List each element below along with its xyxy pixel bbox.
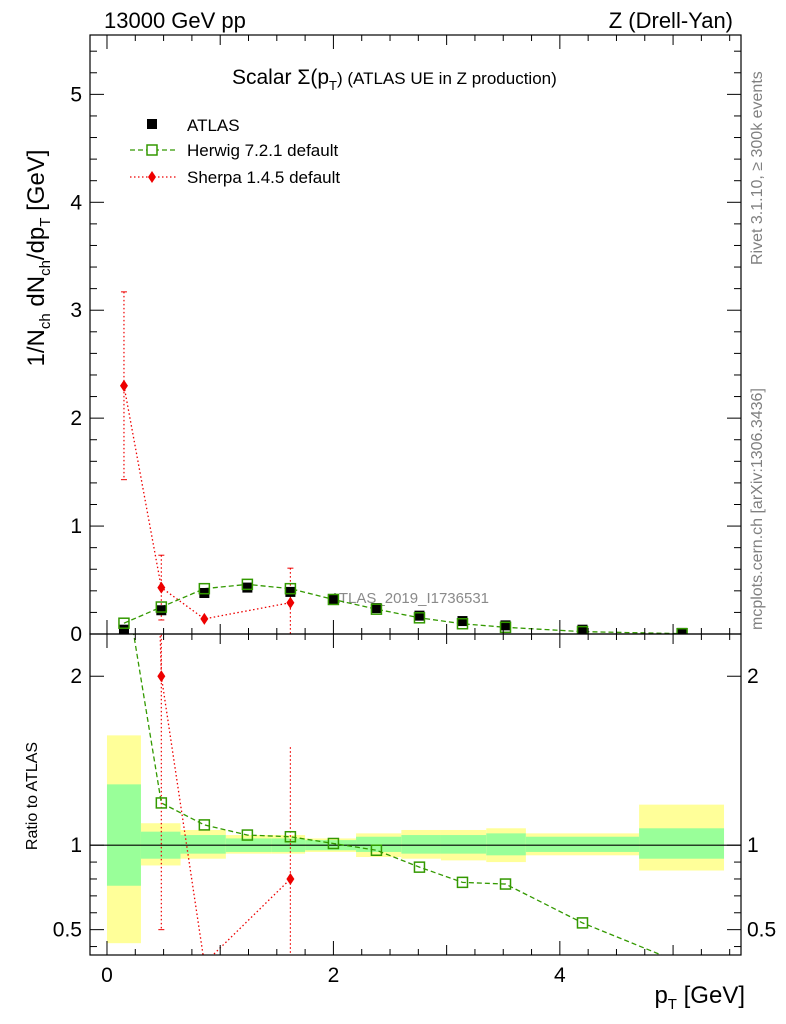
atlas-point bbox=[118, 624, 129, 634]
x-tick-label: 4 bbox=[554, 964, 566, 987]
legend-herwig-marker bbox=[146, 144, 158, 156]
y-tick-label-main: 5 bbox=[70, 83, 82, 106]
y-tick-label-main: 3 bbox=[70, 299, 82, 322]
herwig-point bbox=[413, 612, 426, 624]
herwig-ratio-point bbox=[677, 958, 687, 968]
x-axis-label: pT [GeV] bbox=[654, 982, 745, 1013]
y-tick-label-main: 4 bbox=[70, 191, 82, 214]
ratio-y-axis-label: Ratio to ATLAS bbox=[24, 742, 41, 850]
y-tick-label-ratio-left: 2 bbox=[70, 665, 82, 688]
herwig-point bbox=[198, 582, 211, 595]
legend-sherpa-label: Sherpa 1.4.5 default bbox=[187, 168, 340, 187]
y-tick-label-ratio-left: 0.5 bbox=[53, 919, 82, 942]
data-series bbox=[118, 291, 688, 969]
atlas-point bbox=[677, 627, 688, 634]
herwig-ratio-point bbox=[576, 917, 589, 929]
sherpa-ratio-point bbox=[157, 670, 166, 683]
ratio-band-green bbox=[401, 835, 441, 854]
legend: ATLAS Herwig 7.2.1 default Sherpa 1.4.5 … bbox=[130, 116, 340, 187]
sherpa-point bbox=[157, 581, 166, 594]
herwig-line bbox=[123, 583, 683, 634]
herwig-ratio-point bbox=[119, 570, 129, 580]
main-panel-series bbox=[118, 291, 688, 634]
ratio-panel-frame bbox=[89, 633, 742, 956]
y-tick-label-main: 1 bbox=[70, 515, 82, 538]
ratio-band-green bbox=[356, 836, 402, 852]
sherpa-point bbox=[200, 612, 209, 625]
rivet-label: Rivet 3.1.10, ≥ 300k events bbox=[749, 71, 766, 265]
herwig-point bbox=[327, 593, 340, 606]
herwig-ratio-point bbox=[284, 830, 297, 843]
legend-sherpa-marker bbox=[148, 171, 156, 183]
ratio-band-green bbox=[440, 835, 487, 854]
chart-title: Scalar Σ(pT) (ATLAS UE in Z production) bbox=[232, 66, 557, 93]
y-tick-label-main: 2 bbox=[70, 407, 82, 430]
x-tick-label: 0 bbox=[101, 964, 113, 987]
axis-ticks: 0 2 4 0 1 2 3 4 5 0.5 0.5 1 1 2 2 bbox=[53, 35, 776, 987]
herwig-ratio-point bbox=[241, 829, 254, 841]
y-tick-label-ratio-right: 2 bbox=[747, 665, 759, 688]
herwig-ratio-point bbox=[198, 819, 211, 831]
herwig-point bbox=[370, 603, 383, 615]
herwig-ratio-point bbox=[456, 876, 469, 889]
herwig-ratio-point bbox=[413, 861, 426, 873]
sherpa-point bbox=[119, 379, 128, 392]
herwig-ratio-point bbox=[155, 797, 168, 809]
y-tick-label-main: 0 bbox=[70, 623, 82, 646]
herwig-point bbox=[456, 617, 469, 630]
ratio-band-green bbox=[106, 784, 141, 886]
ratio-uncertainty-bands bbox=[90, 735, 741, 944]
sherpa-point bbox=[286, 596, 295, 609]
herwig-ratio-point bbox=[370, 844, 383, 857]
atlas-point bbox=[328, 594, 339, 605]
herwig-point bbox=[241, 578, 254, 591]
atlas-point bbox=[577, 624, 588, 634]
y-tick-label-ratio-right: 1 bbox=[747, 834, 759, 857]
atlas-point bbox=[285, 586, 296, 597]
herwig-point bbox=[155, 601, 168, 613]
herwig-ratio-line bbox=[132, 634, 664, 955]
herwig-ratio-point bbox=[499, 878, 512, 890]
atlas-point bbox=[500, 620, 511, 631]
atlas-point bbox=[414, 610, 425, 621]
analysis-watermark: ATLAS_2019_I1736531 bbox=[330, 590, 489, 607]
ratio-band-green bbox=[180, 835, 226, 854]
sherpa-ratio-point bbox=[200, 957, 208, 969]
sherpa-ratio-point bbox=[286, 872, 295, 885]
mcplots-label: mcplots.cern.ch [arXiv:1306.3436] bbox=[749, 388, 766, 630]
legend-atlas-label: ATLAS bbox=[187, 116, 240, 135]
legend-herwig-label: Herwig 7.2.1 default bbox=[187, 141, 338, 160]
herwig-point bbox=[284, 582, 297, 595]
atlas-point bbox=[242, 582, 253, 593]
atlas-point bbox=[457, 616, 468, 627]
legend-atlas-marker bbox=[147, 119, 157, 129]
sherpa-ratio-line bbox=[159, 634, 291, 955]
herwig-point bbox=[499, 621, 512, 634]
ratio-band-green bbox=[525, 836, 640, 852]
atlas-point bbox=[371, 603, 382, 614]
ratio-band-green bbox=[486, 833, 526, 856]
y-tick-label-ratio-left: 1 bbox=[70, 834, 82, 857]
atlas-point bbox=[156, 605, 167, 616]
ratio-bands-clip bbox=[90, 735, 741, 944]
y-tick-label-ratio-right: 0.5 bbox=[747, 919, 776, 942]
header-left: 13000 GeV pp bbox=[104, 8, 246, 33]
ratio-panel-series bbox=[119, 570, 687, 969]
header-right: Z (Drell-Yan) bbox=[609, 8, 733, 33]
y-axis-label: 1/Nch dNch/dpT [GeV] bbox=[23, 150, 54, 367]
herwig-point bbox=[118, 617, 130, 629]
herwig-point bbox=[576, 625, 589, 634]
herwig-ratio-point bbox=[327, 837, 340, 850]
x-tick-label: 2 bbox=[328, 964, 340, 987]
ratio-band-green bbox=[639, 828, 725, 859]
